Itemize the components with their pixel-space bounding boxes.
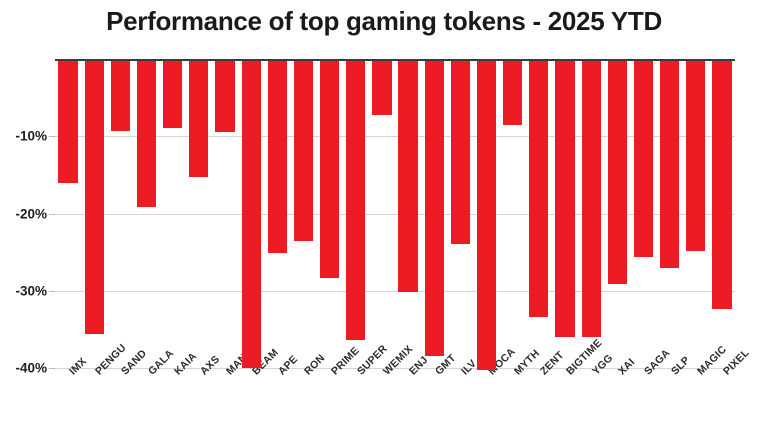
y-axis-tick-mark	[49, 290, 55, 292]
bar-slp	[660, 59, 680, 268]
y-axis-tick-label: -30%	[15, 283, 47, 299]
bars-layer	[55, 59, 735, 371]
bar-kaia	[163, 59, 183, 128]
bar-imx	[58, 59, 78, 184]
zero-axis-line	[55, 59, 735, 61]
bar-pengu	[84, 59, 104, 334]
y-axis-tick-label: -20%	[15, 206, 47, 221]
bar-beam	[241, 59, 261, 368]
y-axis-tick-label: -40%	[15, 360, 47, 376]
bar-ygg	[581, 59, 601, 338]
bar-ilv	[450, 59, 470, 245]
gridline	[55, 136, 735, 137]
bar-ape	[267, 59, 287, 253]
bar-sand	[110, 59, 130, 131]
plot-area	[55, 59, 735, 369]
bar-saga	[633, 59, 654, 257]
y-axis: -10% -20% -30% -40%	[0, 0, 55, 422]
bar-myth	[503, 59, 523, 126]
bar-prime	[320, 59, 340, 279]
bar-axs	[189, 59, 209, 178]
bar-super	[346, 59, 366, 341]
gridline	[55, 368, 735, 369]
bar-gmt	[424, 59, 444, 357]
y-axis-tick-label: -10%	[15, 128, 47, 144]
bar-ron	[293, 59, 314, 242]
bar-wemix	[372, 59, 392, 116]
bar-bigtime	[555, 59, 575, 338]
gridline	[55, 291, 735, 292]
bar-zent	[529, 59, 549, 317]
bar-magic	[686, 59, 706, 251]
gridline	[55, 214, 735, 215]
x-axis-labels: IMX PENGU SAND GALA KAIA AXS MANA BEAM APE RON PRI…	[55, 337, 752, 422]
chart-title: Performance of top gaming tokens - 2025 …	[106, 6, 662, 36]
bar-xai	[607, 59, 627, 284]
bar-pixel	[712, 59, 732, 309]
y-axis-tick-mark	[49, 136, 55, 138]
bar-enj	[398, 59, 418, 292]
bar-moca	[476, 59, 497, 371]
bar-gala	[136, 59, 157, 207]
y-axis-tick-mark	[49, 368, 55, 369]
y-axis-tick-mark	[49, 213, 55, 215]
bar-mana	[215, 59, 235, 132]
